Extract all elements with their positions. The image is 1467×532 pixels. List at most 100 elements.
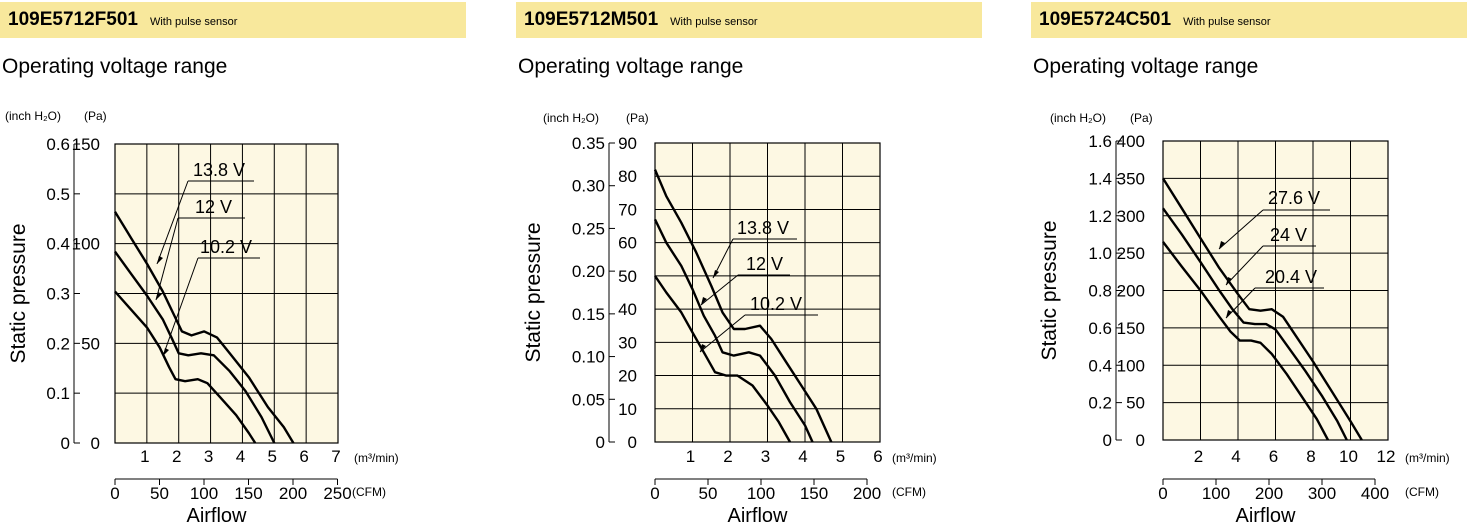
series-leader-arrow	[713, 270, 719, 278]
series-label: 12 V	[195, 197, 232, 217]
x-tick-cfm-label: 400	[1361, 484, 1389, 503]
series-leader-line	[1218, 209, 1264, 250]
model-subtitle: With pulse sensor	[1183, 16, 1271, 28]
model-subtitle: With pulse sensor	[670, 16, 758, 28]
y-tick-inch-label: 0	[596, 433, 605, 452]
series-leader-arrow	[1226, 310, 1232, 318]
y-axis-title: Static pressure	[7, 223, 30, 363]
y-tick-inch-label: 0.10	[572, 348, 605, 367]
x-tick-m3-label: 2	[172, 447, 181, 466]
series-leader-line	[156, 180, 189, 265]
model-number: 109E5724C501	[1039, 9, 1172, 30]
y-tick-pa-label: 20	[618, 367, 637, 386]
y-tick-inch-label: 0.30	[572, 177, 605, 196]
y-tick-pa-label: 90	[618, 134, 637, 153]
x-tick-cfm-label: 0	[650, 484, 659, 503]
y-unit-pa-label: (Pa)	[84, 109, 107, 123]
y-tick-pa-label: 350	[1117, 169, 1145, 188]
x-tick-cfm-label: 0	[1158, 484, 1167, 503]
y-tick-inch-label: 0	[61, 434, 70, 453]
series-line	[654, 275, 792, 443]
y-tick-pa-label: 0	[628, 433, 637, 452]
series-leader-arrow	[700, 344, 706, 352]
x-tick-m3-label: 2	[723, 447, 732, 466]
series-leader-arrow	[157, 256, 163, 264]
series-leader-arrow	[156, 292, 162, 300]
pressure-airflow-chart: (inch H₂O) (Pa)010203040506070809000.050.…	[522, 111, 937, 527]
x-tick-cfm-label: 200	[1255, 484, 1283, 503]
x-tick-m3-label: 3	[761, 447, 770, 466]
y-tick-pa-label: 70	[618, 200, 637, 219]
series-line	[114, 250, 276, 444]
x-unit-m3-label: (m³/min)	[1405, 451, 1450, 465]
x-tick-m3-label: 10	[1339, 447, 1358, 466]
y-tick-inch-label: 0.5	[46, 185, 70, 204]
range-title: Operating voltage range	[2, 55, 228, 78]
x-tick-m3-label: 3	[204, 447, 213, 466]
y-tick-pa-label: 300	[1117, 207, 1145, 226]
series-leader-line	[700, 274, 739, 306]
model-number: 109E5712M501	[524, 9, 659, 30]
x-tick-m3-label: 5	[268, 447, 277, 466]
series-leader-line	[162, 257, 199, 357]
y-tick-pa-label: 40	[618, 300, 637, 319]
series-line	[113, 211, 295, 444]
x-unit-cfm-label: (CFM)	[892, 485, 926, 499]
x-tick-m3-label: 4	[798, 447, 807, 466]
y-axis-title: Static pressure	[1038, 220, 1061, 360]
y-tick-pa-label: 150	[1117, 319, 1145, 338]
y-tick-pa-label: 100	[1117, 356, 1145, 375]
y-tick-inch-label: 0.6	[46, 135, 70, 154]
y-axis-title: Static pressure	[522, 222, 545, 362]
x-unit-m3-label: (m³/min)	[354, 451, 399, 465]
series-leader-line	[1225, 245, 1264, 286]
x-tick-cfm-label: 250	[323, 484, 351, 503]
x-tick-m3-label: 4	[1231, 447, 1240, 466]
y-tick-inch-label: 0.35	[572, 134, 605, 153]
x-tick-m3-label: 4	[236, 447, 245, 466]
range-title: Operating voltage range	[518, 55, 744, 78]
y-tick-inch-label: 0.4	[1088, 356, 1112, 375]
model-number: 109E5712F501	[8, 9, 138, 30]
series-leader-line	[699, 314, 746, 353]
y-unit-pa-label: (Pa)	[1130, 111, 1153, 125]
x-tick-cfm-label: 0	[110, 484, 119, 503]
x-tick-m3-label: 6	[299, 447, 308, 466]
x-tick-m3-label: 5	[836, 447, 845, 466]
series-line	[653, 169, 833, 443]
y-tick-pa-label: 200	[1117, 282, 1145, 301]
pressure-airflow-chart: (inch H₂O) (Pa)05010015020025030035040000…	[1038, 111, 1450, 527]
model-header: 109E5724C501 With pulse sensor	[1031, 2, 1467, 38]
series-leader-arrow	[1226, 277, 1232, 285]
series-label: 27.6 V	[1268, 188, 1320, 208]
series-leader-arrow	[163, 348, 169, 356]
y-tick-inch-label: 0.2	[46, 334, 70, 353]
y-tick-pa-label: 30	[618, 333, 637, 352]
x-tick-m3-label: 1	[140, 447, 149, 466]
y-tick-inch-label: 0.25	[572, 219, 605, 238]
series-line	[653, 218, 814, 443]
x-unit-cfm-label: (CFM)	[352, 485, 386, 499]
y-unit-inch-label: (inch H₂O)	[543, 111, 599, 125]
y-unit-pa-label: (Pa)	[626, 111, 649, 125]
y-tick-inch-label: 0.05	[572, 390, 605, 409]
model-subtitle: With pulse sensor	[149, 16, 238, 28]
x-tick-cfm-label: 150	[234, 484, 262, 503]
x-tick-m3-label: 12	[1377, 447, 1396, 466]
x-tick-m3-label: 1	[686, 447, 695, 466]
panel-1: 109E5712F501 With pulse sensor Operating…	[0, 0, 470, 532]
series-label: 10.2 V	[750, 294, 802, 314]
y-unit-inch-label: (inch H₂O)	[1050, 111, 1106, 125]
series-label: 13.8 V	[737, 218, 789, 238]
x-tick-cfm-label: 200	[853, 484, 881, 503]
y-tick-inch-label: 0	[1103, 431, 1112, 450]
y-tick-inch-label: 1.6	[1088, 132, 1112, 151]
series-line	[114, 290, 257, 444]
x-tick-m3-label: 6	[873, 447, 882, 466]
model-header: 109E5712F501 With pulse sensor	[0, 2, 466, 38]
range-title: Operating voltage range	[1033, 55, 1259, 78]
x-tick-cfm-label: 300	[1308, 484, 1336, 503]
y-tick-inch-label: 0.2	[1088, 394, 1112, 413]
y-tick-inch-label: 0.6	[1088, 319, 1112, 338]
y-tick-pa-label: 0	[91, 434, 100, 453]
